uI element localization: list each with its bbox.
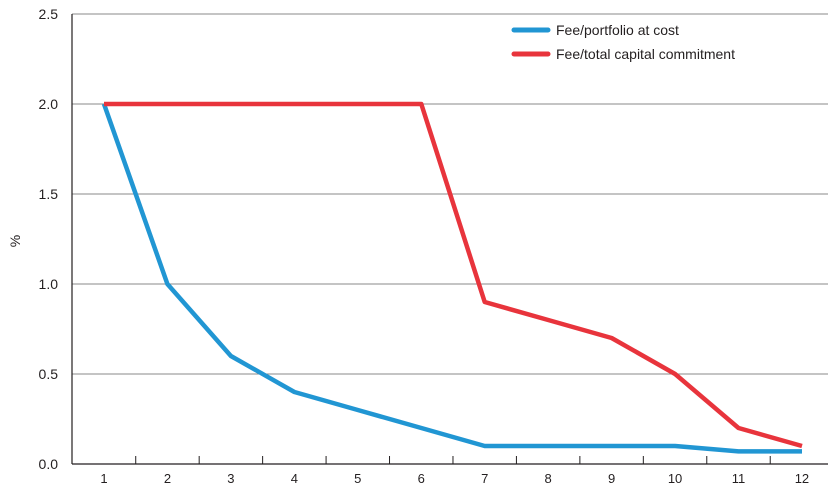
x-tick-label: 3	[227, 471, 234, 486]
x-tick-label: 1	[100, 471, 107, 486]
legend-label: Fee/total capital commitment	[556, 46, 735, 62]
y-tick-label: 2.5	[39, 6, 59, 22]
x-tick-label: 9	[608, 471, 615, 486]
y-tick-label: 2.0	[39, 96, 59, 112]
x-tick-labels: 1 2 3 4 5 6 7 8 9 10 11 12	[100, 471, 809, 486]
axes	[71, 14, 828, 465]
x-tick-label: 11	[732, 471, 746, 486]
x-tick-label: 12	[795, 471, 809, 486]
y-tick-label: 0.0	[39, 456, 59, 472]
y-tick-labels: 0.0 0.5 1.0 1.5 2.0 2.5	[39, 6, 59, 472]
y-tick-label: 0.5	[39, 366, 59, 382]
x-tick-label: 8	[545, 471, 552, 486]
x-tick-label: 4	[291, 471, 298, 486]
series-lines	[101, 101, 803, 454]
x-tick-label: 5	[354, 471, 361, 486]
legend-label: Fee/portfolio at cost	[556, 22, 679, 38]
x-tick-label: 6	[418, 471, 425, 486]
series-line-1	[101, 103, 802, 454]
x-tick-label: 7	[481, 471, 488, 486]
y-tick-label: 1.5	[39, 186, 59, 202]
x-tick-label: 2	[164, 471, 171, 486]
series-line-2	[104, 101, 803, 449]
y-axis-title: %	[7, 235, 23, 247]
legend: Fee/portfolio at cost Fee/total capital c…	[511, 22, 735, 62]
x-tick-label: 10	[668, 471, 682, 486]
y-tick-label: 1.0	[39, 276, 59, 292]
